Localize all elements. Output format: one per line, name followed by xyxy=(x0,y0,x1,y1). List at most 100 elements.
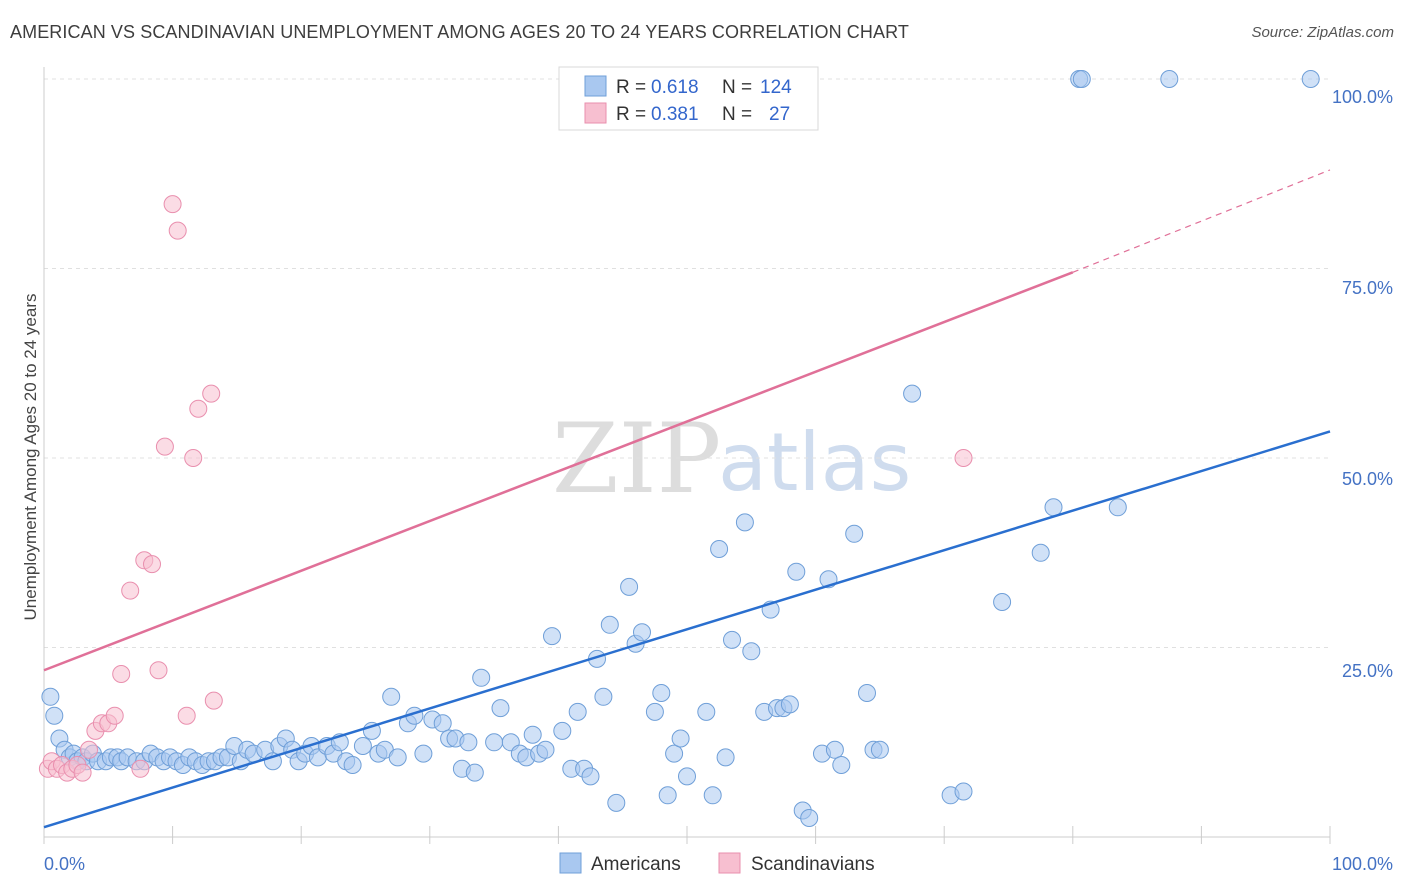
americans-point-116 xyxy=(903,384,922,403)
americans-point-110 xyxy=(825,740,844,759)
legend-r-value-americans: 0.618 xyxy=(651,77,699,98)
americans-point-65 xyxy=(472,668,491,687)
americans-point-83 xyxy=(607,793,626,812)
scandinavians-point-22 xyxy=(177,706,196,725)
y-tick-label-100: 100.0% xyxy=(1332,87,1393,107)
scandinavians-point-18 xyxy=(149,661,168,680)
americans-point-95 xyxy=(710,540,729,558)
watermark-atlas: atlas xyxy=(718,416,911,509)
americans-point-87 xyxy=(645,702,664,721)
scandinavians-point-12 xyxy=(105,706,124,725)
y-tick-label-75: 75.0% xyxy=(1342,278,1393,298)
americans-point-84 xyxy=(620,577,639,596)
americans-point-94 xyxy=(703,786,722,805)
americans-point-54 xyxy=(388,748,407,767)
americans-point-57 xyxy=(414,744,433,763)
americans-point-93 xyxy=(697,702,716,721)
americans-point-118 xyxy=(954,782,973,801)
series-legend-swatch-americans xyxy=(559,852,582,874)
americans-point-91 xyxy=(671,729,690,748)
americans-point-74 xyxy=(543,627,561,646)
x-tick-label-0: 0.0% xyxy=(44,854,85,874)
scandinavians-point-21 xyxy=(168,221,187,240)
scandinavians-points xyxy=(38,195,973,782)
americans-point-73 xyxy=(536,740,555,759)
legend-n-value-americans: 124 xyxy=(760,77,792,98)
scandinavians-point-17 xyxy=(143,555,161,574)
y-axis-label: Unemployment Among Ages 20 to 24 years xyxy=(21,294,40,621)
americans-point-75 xyxy=(553,721,572,740)
americans-points xyxy=(41,70,1320,827)
x-tick-label-100: 100.0% xyxy=(1332,854,1393,874)
scandinavians-point-26 xyxy=(204,691,223,710)
americans-point-115 xyxy=(870,740,889,759)
americans-point-105 xyxy=(787,562,806,581)
scandinavians-point-8 xyxy=(80,740,98,759)
legend-r-label-americans: R = xyxy=(616,77,646,98)
legend-n-label-scandinavians: N = xyxy=(722,104,752,125)
americans-point-1 xyxy=(45,706,64,725)
americans-point-79 xyxy=(581,767,600,786)
americans-point-98 xyxy=(735,513,754,532)
series-legend-swatch-scandinavians xyxy=(718,852,741,874)
series-legend: Americans Scandinavians xyxy=(559,852,875,875)
americans-point-77 xyxy=(568,702,587,721)
watermark-zip: ZIP xyxy=(552,403,721,515)
americans-point-90 xyxy=(665,744,684,763)
americans-point-111 xyxy=(832,756,851,774)
scandinavians-point-20 xyxy=(163,195,182,214)
legend-r-value-scandinavians: 0.381 xyxy=(651,104,699,125)
series-legend-label-scandinavians: Scandinavians xyxy=(751,854,875,875)
scandinavians-point-15 xyxy=(131,759,150,778)
americans-point-53 xyxy=(382,687,401,706)
americans-point-49 xyxy=(353,737,372,755)
americans-point-125 xyxy=(1160,70,1179,88)
americans-point-112 xyxy=(845,524,864,543)
legend-swatch-americans xyxy=(584,75,607,97)
y-tick-label-25: 25.0% xyxy=(1342,661,1393,681)
americans-point-123 xyxy=(1072,70,1091,88)
americans-point-88 xyxy=(652,684,671,702)
scandinavians-point-19 xyxy=(155,437,174,456)
grid-lines xyxy=(44,78,1330,648)
americans-point-96 xyxy=(716,748,735,767)
americans-point-89 xyxy=(658,786,677,805)
legend-n-label-americans: N = xyxy=(722,77,752,98)
stats-legend: R = 0.618 N = 124 R = 0.381 N = 27 xyxy=(558,66,819,131)
americans-point-121 xyxy=(1044,498,1063,517)
scandinavians-point-25 xyxy=(202,384,221,403)
americans-point-104 xyxy=(780,695,799,714)
legend-swatch-scandinavians xyxy=(584,102,607,124)
y-tick-label-50: 50.0% xyxy=(1342,469,1393,489)
scandinavians-point-27 xyxy=(954,449,973,467)
scandinavians-trend-extension xyxy=(1072,169,1331,273)
legend-n-value-scandinavians: 27 xyxy=(769,104,790,125)
scandinavians-point-7 xyxy=(73,763,92,782)
americans-point-82 xyxy=(600,615,619,634)
americans-point-126 xyxy=(1301,70,1320,88)
scandinavians-point-14 xyxy=(121,581,140,600)
scandinavians-point-24 xyxy=(189,399,208,418)
americans-point-63 xyxy=(459,733,478,752)
legend-r-label-scandinavians: R = xyxy=(616,104,646,125)
americans-point-119 xyxy=(993,593,1012,611)
americans-point-120 xyxy=(1031,543,1050,562)
americans-point-99 xyxy=(742,642,761,661)
americans-point-0 xyxy=(41,687,60,706)
americans-point-66 xyxy=(485,733,504,752)
americans-point-67 xyxy=(491,699,510,718)
americans-point-48 xyxy=(343,756,362,774)
americans-point-71 xyxy=(523,725,542,744)
americans-point-81 xyxy=(594,687,613,706)
scandinavians-trend-line xyxy=(43,271,1074,672)
americans-point-113 xyxy=(858,684,876,702)
americans-point-97 xyxy=(723,630,741,649)
americans-trend-line xyxy=(43,430,1331,829)
americans-point-64 xyxy=(465,763,484,782)
series-legend-label-americans: Americans xyxy=(591,854,681,875)
americans-point-59 xyxy=(433,714,452,733)
americans-point-86 xyxy=(633,623,651,642)
scandinavians-point-23 xyxy=(184,449,203,467)
americans-point-92 xyxy=(678,767,696,786)
